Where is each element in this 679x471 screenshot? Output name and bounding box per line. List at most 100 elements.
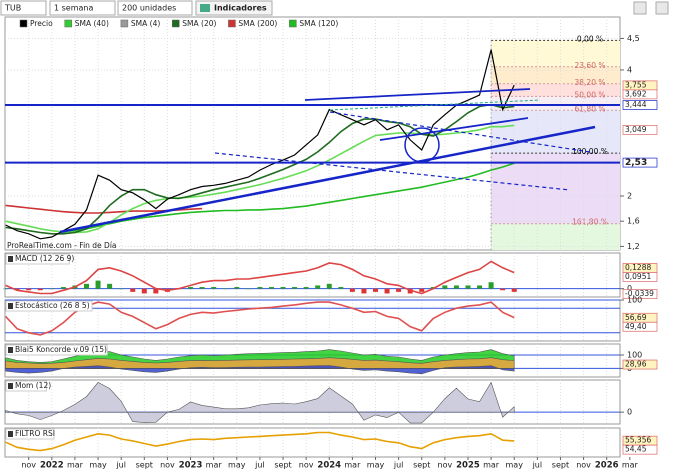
level-label: 55,356 (625, 436, 651, 445)
histogram-bar (83, 283, 89, 289)
x-tick-label: jul (254, 461, 265, 470)
histogram-bar (280, 287, 286, 289)
fib-label: 161,80 % (572, 218, 608, 227)
level-label: 3,755 (625, 80, 647, 89)
x-tick-label: 2022 (40, 461, 64, 471)
histogram-bar (488, 282, 494, 289)
histogram-bar (257, 287, 263, 289)
level-box (622, 89, 658, 100)
line (63, 162, 515, 234)
symbol: TUB (4, 4, 21, 13)
x-tick-label: may (367, 461, 385, 470)
panel-background (4, 427, 621, 458)
level-box (622, 444, 658, 455)
y-tick-label: 4 (627, 65, 632, 74)
x-tick-label: nov (160, 461, 175, 470)
x-tick-label: 2023 (179, 461, 203, 471)
symbol-box[interactable] (0, 0, 47, 16)
tool-button[interactable] (633, 1, 647, 15)
x-tick-label: mar (344, 461, 361, 470)
indicators-icon (200, 4, 210, 12)
x-tick-label: jul (393, 461, 404, 470)
level-label: -0,0339 (625, 289, 654, 298)
units: 200 unidades (122, 4, 176, 13)
histogram-bar (442, 285, 448, 289)
histogram-bar (3, 288, 9, 290)
panel-background (4, 299, 621, 342)
panel-title: Mom (12) (15, 381, 51, 390)
histogram-bar (60, 287, 66, 289)
panel-title-icon (8, 347, 13, 353)
x-tick-label: 2026 (595, 461, 619, 471)
level-label: 3,444 (625, 100, 647, 109)
histogram-bar (453, 285, 459, 289)
x-tick-label: may (89, 461, 107, 470)
level-label: 54,45 (625, 445, 647, 454)
y-tick-label: 4,5 (627, 34, 640, 43)
histogram-bar (361, 288, 367, 294)
histogram-bar (130, 288, 136, 292)
histogram-bar (511, 288, 517, 292)
histogram-bar (477, 285, 483, 289)
panel-title-icon (8, 431, 13, 437)
histogram-bar (37, 288, 43, 291)
x-tick-label: sept (413, 461, 430, 470)
line (5, 431, 515, 452)
histogram-bar (107, 283, 113, 289)
histogram-bar (199, 287, 205, 289)
y-tick-label: 2 (627, 191, 632, 200)
fib-label: 61,80 % (575, 104, 606, 113)
histogram-bar (373, 288, 379, 292)
level-label: 2,53 (625, 158, 647, 168)
level-box (622, 289, 658, 299)
histogram-bar (315, 285, 321, 289)
histogram-bar (141, 288, 147, 294)
histogram-bar (326, 283, 332, 289)
legend-label: SMA (200) (238, 19, 277, 28)
histogram-bar (268, 287, 274, 289)
fib-band (491, 153, 620, 224)
y-tick-label: 0 (627, 284, 632, 293)
level-label: 49,40 (625, 322, 647, 331)
fib-label: 50,00 % (575, 90, 606, 99)
histogram-bar (245, 288, 251, 290)
trend-lines (59, 88, 596, 234)
x-tick-label: sept (552, 461, 569, 470)
fib-label: 38,20 % (575, 78, 606, 87)
line (5, 260, 515, 295)
units-box[interactable] (117, 0, 193, 16)
histogram-bar (26, 288, 32, 291)
legend-swatch (64, 19, 72, 28)
histogram-bar (419, 288, 425, 292)
trend-line (379, 117, 529, 141)
x-tick-label: sept (136, 461, 153, 470)
level-label: 0,0951 (625, 272, 651, 281)
histogram-bar (303, 287, 309, 289)
level-label: 3,692 (625, 89, 647, 98)
histogram-bar (49, 288, 55, 290)
legend-label: Precio (30, 19, 53, 28)
x-tick-label: sept (274, 461, 291, 470)
histogram-bar (222, 288, 228, 290)
x-tick-label: mar (206, 461, 223, 470)
x-tick-label: mar (67, 461, 84, 470)
panel-title-icon (8, 383, 13, 389)
histogram-bar (118, 288, 124, 290)
highlight-circle (404, 127, 440, 163)
indicators-button[interactable] (195, 0, 273, 16)
y-tick-label: 100 (627, 351, 642, 360)
x-tick-label: may (228, 461, 246, 470)
legend-label: SMA (20) (182, 19, 216, 28)
x-tick-label: may (506, 461, 524, 470)
watermark: ProRealTime.com - Fin de Día (7, 241, 117, 250)
trend-line (59, 125, 596, 234)
histogram-bar (95, 280, 101, 289)
fib-band (491, 110, 620, 154)
fib-band (491, 96, 620, 111)
area (5, 365, 515, 375)
period-box[interactable] (49, 0, 116, 16)
legend-swatch (19, 19, 28, 28)
tool-button[interactable] (655, 1, 669, 15)
level-label: 3,049 (625, 125, 647, 134)
